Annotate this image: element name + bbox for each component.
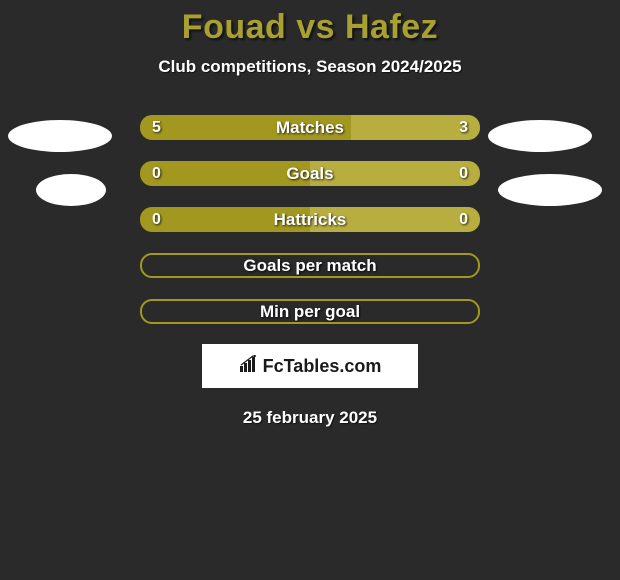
stat-right: 0	[310, 161, 480, 186]
stat-right: 0	[310, 207, 480, 232]
decoration-ellipse	[8, 120, 112, 152]
decoration-ellipse	[36, 174, 106, 206]
stat-left: 0	[140, 207, 310, 232]
subtitle: Club competitions, Season 2024/2025	[0, 57, 620, 77]
decoration-ellipse	[498, 174, 602, 206]
stat-value-right: 0	[459, 165, 468, 183]
decoration-ellipse	[488, 120, 592, 152]
page-title: Fouad vs Hafez	[0, 0, 620, 47]
stat-row-hattricks: 00Hattricks	[140, 207, 480, 232]
stat-row-goals: 00Goals	[140, 161, 480, 186]
date-label: 25 february 2025	[0, 408, 620, 428]
stat-value-left: 5	[152, 119, 161, 137]
stat-value-right: 0	[459, 211, 468, 229]
stat-right: 3	[351, 115, 480, 140]
stat-row-goals-per-match: Goals per match	[140, 253, 480, 278]
stat-label: Goals per match	[142, 256, 478, 276]
stat-label: Min per goal	[142, 302, 478, 322]
stat-left: 0	[140, 161, 310, 186]
stat-value-left: 0	[152, 165, 161, 183]
logo-text: FcTables.com	[263, 356, 382, 377]
stat-row-matches: 53Matches	[140, 115, 480, 140]
stat-row-min-per-goal: Min per goal	[140, 299, 480, 324]
logo-box: FcTables.com	[202, 344, 418, 388]
stat-left: 5	[140, 115, 351, 140]
stat-value-left: 0	[152, 211, 161, 229]
stat-value-right: 3	[459, 119, 468, 137]
chart-icon	[239, 355, 259, 378]
